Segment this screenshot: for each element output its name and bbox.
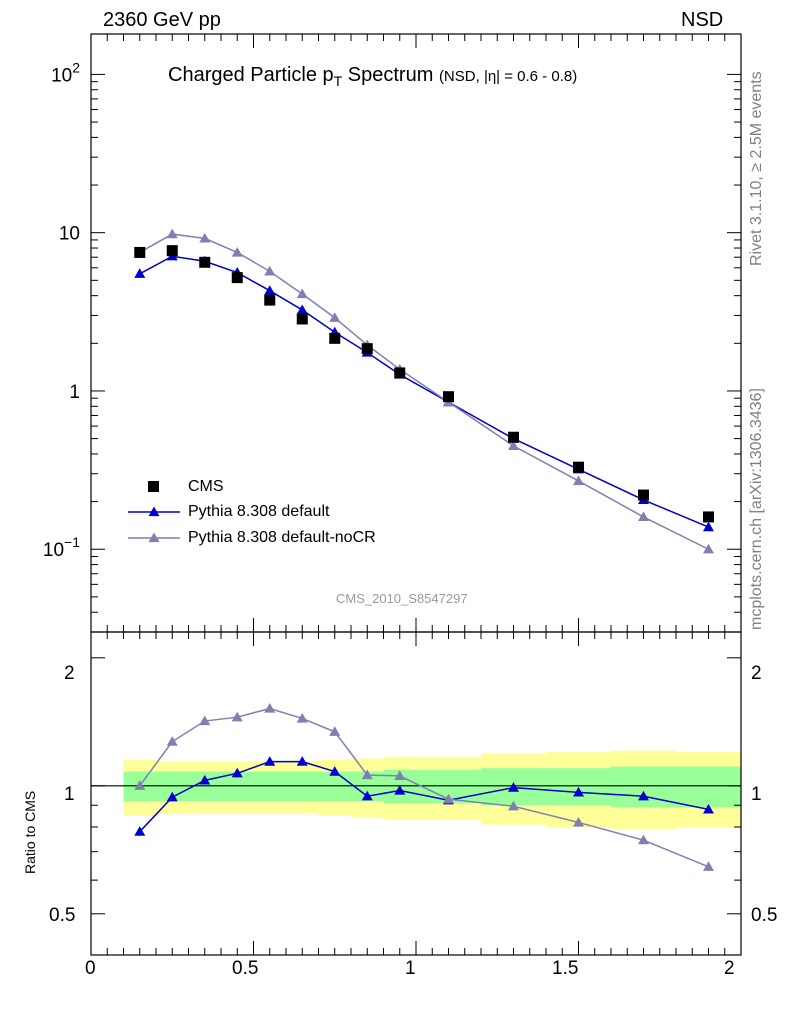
ratio-point-series-0 [394,784,406,795]
header-energy-label: 2360 GeV pp [103,9,221,31]
ratio-point-series-0 [361,790,373,801]
main-y-tick-label-100: 102 [51,59,80,86]
main-point-series-1 [134,268,146,278]
ratio-y-tick-2-right: 2 [751,663,762,684]
x-tick-label-1: 1 [405,958,416,979]
x-tick-label-0: 0 [85,958,96,979]
cms-data-point [231,272,243,284]
legend-label-pythia-nocr: Pythia 8.308 default-noCR [188,529,376,546]
main-point-series-2 [166,228,178,239]
ratio-point-series-0 [329,766,341,776]
ratio-point-series-0 [508,782,519,792]
cms-data-point [296,313,308,325]
ratio-point-series-0 [573,786,584,797]
ratio-point-series-1 [638,834,649,845]
ratio-point-series-1 [508,800,519,811]
legend-label-pythia-default: Pythia 8.308 default [188,503,330,520]
cms-data-point [166,245,178,257]
x-tick-label-0-5: 0.5 [232,958,259,979]
chart-title-selection: (NSD, |η| = 0.6 - 0.8) [438,68,578,85]
ratio-line-series-1 [139,707,709,868]
ratio-point-series-1 [361,769,373,780]
ratio-green-band [546,768,611,806]
chart-title-main: Charged Particle p [168,64,334,86]
chart-title-subscript: T [333,73,343,89]
main-point-series-1 [264,285,276,295]
ratio-point-series-1 [703,861,714,871]
legend-marker-pythia-nocr [148,532,160,543]
main-point-series-2 [296,288,308,299]
cms-data-point [394,367,406,379]
ratio-point-series-1 [329,726,341,736]
main-point-series-2 [264,265,276,276]
cms-data-point [361,343,373,355]
mcplots-label: mcplots.cern.ch [arXiv:1306.3436] [748,388,765,630]
header-process-label: NSD [681,9,724,31]
ratio-point-series-0 [199,774,211,785]
cms-data-point [329,332,341,344]
ratio-line-series-0 [139,760,709,833]
ratio-point-series-0 [231,767,243,778]
ratio-point-series-0 [703,803,714,814]
ratio-point-series-1 [573,816,584,827]
main-point-series-2 [703,543,714,554]
main-y-tick-label-0-1: 10−1 [43,534,80,561]
ratio-green-band [676,766,741,808]
chart-title-suffix: Spectrum [342,64,434,86]
ratio-y-axis-label: Ratio to CMS [22,790,38,874]
ratio-point-series-0 [296,756,308,766]
x-tick-label-1-5: 1.5 [552,958,579,979]
ratio-point-series-0 [134,826,146,836]
cms-data-point [638,489,649,501]
cms-data-point [199,256,211,268]
ratio-point-series-1 [296,712,308,723]
ratio-point-series-0 [264,756,276,766]
cms-data-point [264,294,276,306]
ratio-point-series-1 [231,711,243,722]
ratio-y-tick-2-left: 2 [64,663,75,684]
main-point-series-2 [231,246,243,257]
ratio-point-series-1 [166,736,178,746]
chart-title: Charged Particle pT Spectrum (NSD, |η| =… [168,64,577,89]
main-y-tick-label-1: 1 [69,382,80,403]
ratio-y-tick-1-right: 1 [751,784,762,805]
main-point-series-2 [573,475,584,486]
main-point-series-1 [703,521,714,532]
main-point-series-2 [199,232,211,243]
ratio-y-tick-1-left: 1 [64,784,75,805]
cms-data-point [573,461,584,473]
ratio-point-series-1 [134,780,146,790]
ratio-y-tick-0-5-left: 0.5 [49,905,76,926]
ratio-point-series-1 [264,702,276,713]
ratio-point-series-1 [443,793,454,804]
legend-label-cms: CMS [188,478,224,495]
main-point-series-2 [638,511,649,522]
cms-data-point [443,391,454,403]
ratio-point-series-1 [394,770,406,781]
analysis-id-label: CMS_2010_S8547297 [336,591,468,606]
rivet-version-label: Rivet 3.1.10, ≥ 2.5M events [748,71,765,266]
legend-marker-pythia-default [148,506,160,517]
ratio-point-series-1 [199,715,211,726]
main-line-series-2 [139,233,709,550]
main-point-series-2 [508,440,519,450]
cms-data-point [703,511,714,523]
ratio-y-tick-0-5-right: 0.5 [751,905,778,926]
main-y-tick-label-10: 10 [59,224,80,245]
legend-marker-cms [148,481,159,492]
ratio-point-series-0 [638,790,649,801]
ratio-point-series-0 [166,791,178,802]
main-line-series-1 [139,255,709,528]
main-point-series-2 [329,312,341,322]
cms-data-point [134,246,146,258]
main-point-series-1 [296,304,308,315]
x-tick-label-2: 2 [724,958,735,979]
cms-data-point [508,431,519,443]
